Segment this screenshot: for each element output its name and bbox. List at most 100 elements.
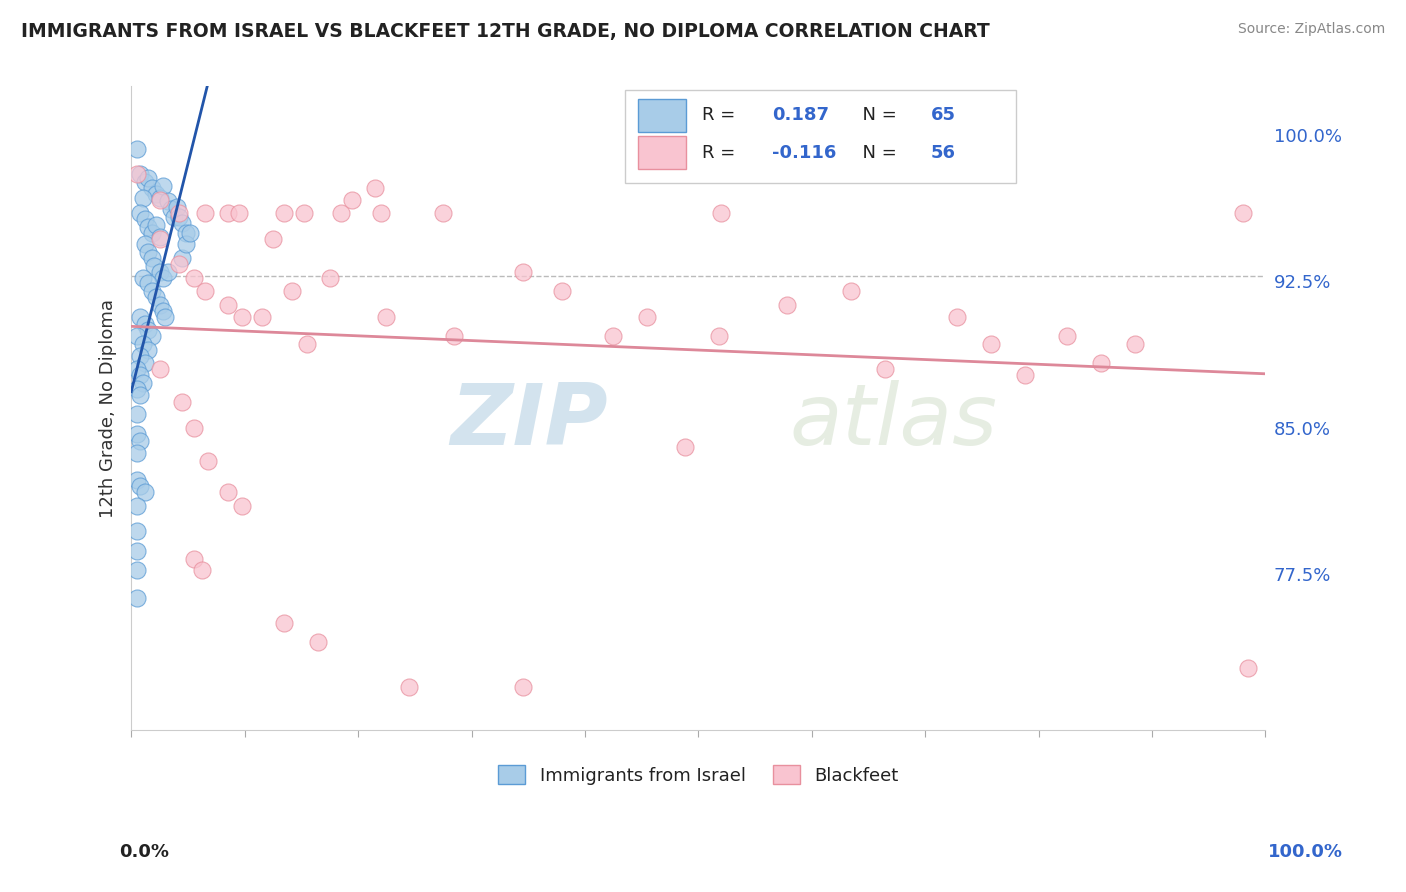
Point xyxy=(149,298,172,312)
Point xyxy=(134,212,156,227)
Point xyxy=(156,194,179,209)
Point xyxy=(131,190,153,204)
Point xyxy=(136,171,159,186)
Point xyxy=(125,543,148,558)
Point xyxy=(134,175,156,189)
Point xyxy=(125,362,148,376)
Point xyxy=(167,257,190,271)
Point xyxy=(125,446,148,460)
Point xyxy=(141,251,163,265)
Legend: Immigrants from Israel, Blackfeet: Immigrants from Israel, Blackfeet xyxy=(491,758,905,792)
Point xyxy=(152,270,174,285)
Point xyxy=(131,376,153,390)
Text: 100.0%: 100.0% xyxy=(1268,843,1343,861)
Point xyxy=(149,265,172,279)
Point xyxy=(194,284,217,298)
Point xyxy=(142,259,165,273)
Point xyxy=(149,229,172,244)
Point xyxy=(129,387,152,401)
FancyBboxPatch shape xyxy=(638,136,686,169)
Point xyxy=(145,186,167,201)
Point xyxy=(946,310,969,324)
Point xyxy=(1237,661,1260,675)
Text: atlas: atlas xyxy=(789,380,997,463)
Point xyxy=(1232,206,1254,220)
Point xyxy=(125,382,148,396)
Point xyxy=(136,277,159,291)
Point xyxy=(125,142,148,156)
Point xyxy=(174,237,197,252)
Point xyxy=(125,474,148,488)
Point xyxy=(166,200,188,214)
Point xyxy=(160,202,183,217)
Point xyxy=(231,499,253,513)
Point xyxy=(602,329,624,343)
Point xyxy=(172,216,194,230)
Text: IMMIGRANTS FROM ISRAEL VS BLACKFEET 12TH GRADE, NO DIPLOMA CORRELATION CHART: IMMIGRANTS FROM ISRAEL VS BLACKFEET 12TH… xyxy=(21,22,990,41)
Point xyxy=(432,206,454,220)
Point xyxy=(174,226,197,240)
Point xyxy=(125,499,148,513)
Point xyxy=(281,284,304,298)
Point xyxy=(149,190,172,204)
Point xyxy=(307,635,329,649)
Point xyxy=(167,210,190,224)
Point xyxy=(319,270,342,285)
Point xyxy=(129,479,152,493)
Point xyxy=(145,290,167,304)
Point xyxy=(141,181,163,195)
Text: 0.187: 0.187 xyxy=(772,106,830,124)
Point xyxy=(231,310,253,324)
Text: N =: N = xyxy=(852,144,903,161)
Point xyxy=(134,237,156,252)
Point xyxy=(273,206,295,220)
Point xyxy=(125,329,148,343)
Point xyxy=(190,563,212,577)
Point xyxy=(145,218,167,232)
Text: R =: R = xyxy=(702,144,741,161)
Point xyxy=(197,454,219,468)
Point xyxy=(217,206,239,220)
Point xyxy=(292,206,315,220)
Point xyxy=(841,284,863,298)
Point xyxy=(217,298,239,312)
Point xyxy=(370,206,392,220)
Point xyxy=(167,206,190,220)
Text: N =: N = xyxy=(852,106,903,124)
Point xyxy=(125,563,148,577)
Point xyxy=(125,426,148,441)
Point xyxy=(1090,356,1112,370)
Point xyxy=(250,310,273,324)
Text: 65: 65 xyxy=(931,106,956,124)
Point xyxy=(710,206,733,220)
Point xyxy=(134,318,156,332)
FancyBboxPatch shape xyxy=(638,99,686,132)
Point xyxy=(131,337,153,351)
Point xyxy=(136,343,159,357)
Point xyxy=(129,310,152,324)
Point xyxy=(129,434,152,449)
Point xyxy=(136,245,159,260)
Point xyxy=(172,395,194,409)
Point xyxy=(875,362,897,376)
Point xyxy=(217,485,239,500)
Point xyxy=(183,421,205,435)
Point xyxy=(364,181,387,195)
Text: 56: 56 xyxy=(931,144,956,161)
Point xyxy=(163,210,186,224)
Point xyxy=(375,310,398,324)
Point xyxy=(512,265,534,279)
Text: R =: R = xyxy=(702,106,741,124)
Text: ZIP: ZIP xyxy=(450,380,607,463)
Point xyxy=(980,337,1002,351)
Point xyxy=(131,270,153,285)
Point xyxy=(134,485,156,500)
Point xyxy=(673,440,696,454)
Point xyxy=(551,284,574,298)
Point xyxy=(183,270,205,285)
Point xyxy=(136,219,159,234)
Point xyxy=(183,551,205,566)
Point xyxy=(776,298,799,312)
Point xyxy=(141,226,163,240)
FancyBboxPatch shape xyxy=(624,89,1017,183)
